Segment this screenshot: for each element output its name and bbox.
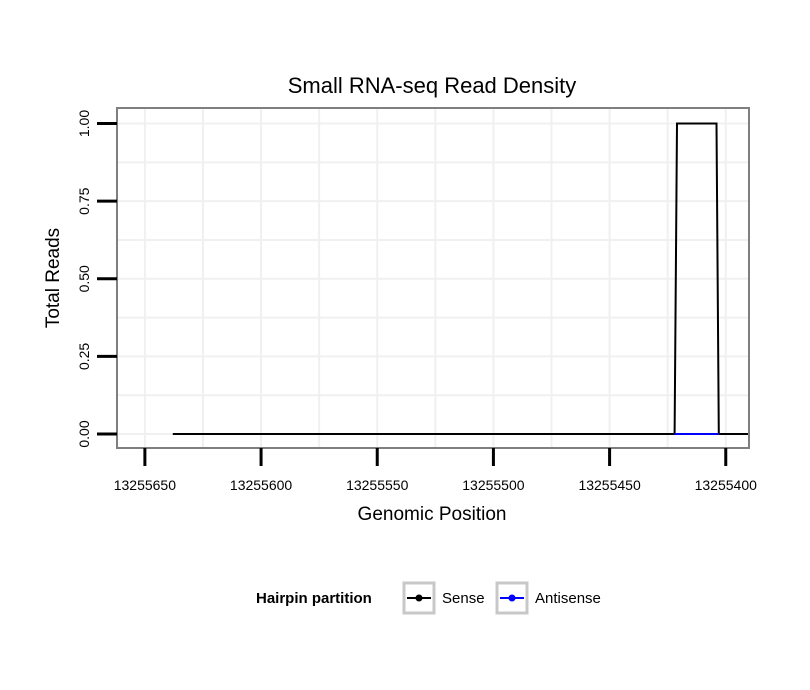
grid-lines: [117, 108, 749, 448]
x-tick-label: 13255400: [695, 477, 758, 493]
legend-label: Antisense: [535, 590, 601, 607]
y-axis-title: Total Reads: [43, 228, 64, 328]
x-tick-label: 13255500: [462, 477, 525, 493]
x-axis: 13255650 13255600 13255550 13255500 13255450…: [114, 448, 757, 493]
x-tick-label: 13255550: [346, 477, 409, 493]
legend-key-point: [508, 594, 516, 602]
y-tick-label: 0.00: [76, 420, 92, 447]
y-axis: 0.00 0.25 0.50 0.75 1.00: [76, 110, 117, 448]
legend-label: Sense: [442, 590, 485, 607]
legend-title: Hairpin partition: [256, 590, 372, 607]
y-tick-label: 1.00: [76, 110, 92, 137]
plot-area: [116, 107, 750, 449]
x-tick-label: 13255600: [230, 477, 293, 493]
x-axis-title: Genomic Position: [358, 504, 507, 525]
legend: Hairpin partition Sense Antisense: [256, 581, 601, 615]
legend-key-point: [415, 594, 423, 602]
y-tick-label: 0.50: [76, 265, 92, 292]
y-tick-label: 0.75: [76, 187, 92, 214]
x-tick-label: 13255450: [578, 477, 641, 493]
chart-title: Small RNA-seq Read Density: [288, 73, 577, 98]
series-layer: [172, 122, 749, 435]
x-tick-label: 13255650: [114, 477, 177, 493]
series-line-sense: [172, 122, 749, 435]
legend-item-antisense: Antisense: [495, 581, 601, 615]
legend-item-sense: Sense: [402, 581, 485, 615]
y-tick-label: 0.25: [76, 343, 92, 370]
